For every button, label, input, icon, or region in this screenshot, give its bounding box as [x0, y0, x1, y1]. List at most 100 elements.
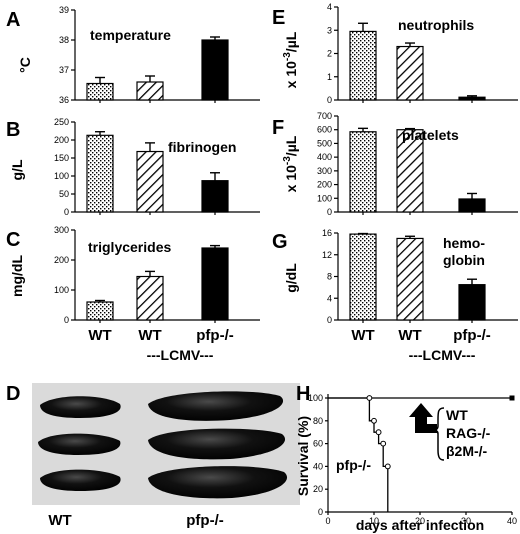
arrow-icon — [409, 403, 437, 433]
y-tick-label: 38 — [59, 35, 69, 45]
y-tick-label: 37 — [59, 65, 69, 75]
y-axis-label: mg/dL — [9, 255, 25, 297]
y-tick-label: 60 — [313, 439, 323, 449]
bar-b-1 — [86, 134, 114, 213]
legend-entry: WT — [446, 407, 468, 423]
y-tick-label: 0 — [327, 207, 332, 217]
y-tick-label: 600 — [317, 125, 332, 135]
y-tick-label: 1 — [327, 72, 332, 82]
x-tick-label: 0 — [325, 516, 330, 526]
bar-e-2 — [396, 45, 424, 101]
survival-point — [366, 395, 373, 401]
x-tick-label: 40 — [507, 516, 517, 526]
spleen-wt-2 — [38, 433, 121, 455]
legend-entry: β2M-/- — [446, 443, 488, 459]
y-axis-label: Survival (%) — [295, 416, 311, 496]
x-axis-label: days after infection — [356, 517, 484, 533]
category-label: WT — [351, 327, 374, 344]
y-tick-label: 250 — [54, 117, 69, 127]
panel-f: F 0 100 200 300 400 500 600 700 platelets x 10-3/µ… — [272, 111, 518, 217]
panel-label-a: A — [6, 9, 20, 31]
y-tick-label: 0 — [327, 95, 332, 105]
group-labels: ---LCMV--- ---LCMV--- — [147, 347, 476, 363]
bar-e-1 — [349, 30, 377, 101]
y-tick-label: 36 — [59, 95, 69, 105]
survival-point — [384, 463, 391, 470]
panel-h: H 0 20 40 60 80 100 0 10 20 30 40 pfp-/- WT RAG-/- β2M-… — [295, 383, 517, 533]
y-tick-label: 200 — [54, 255, 69, 265]
y-tick-label: 200 — [317, 180, 332, 190]
y-tick-label: 100 — [317, 193, 332, 203]
y-tick-label: 3 — [327, 25, 332, 35]
panel-label-h: H — [296, 383, 310, 405]
bar-g-2 — [396, 237, 424, 321]
panel-annotation: temperature — [90, 27, 171, 43]
panel-label-f: F — [272, 117, 284, 139]
y-tick-label: 400 — [317, 152, 332, 162]
category-label: pfp-/- — [196, 327, 233, 344]
legend-entry: RAG-/- — [446, 425, 491, 441]
spleen-pfp-1 — [148, 391, 284, 421]
bar-c-1 — [86, 301, 114, 321]
bar-f-1 — [349, 131, 377, 213]
panel-g: G 0 4 8 12 16 hemo-globin g/dL WT WT pfp-/- — [272, 228, 518, 344]
spleen-pfp-3 — [148, 466, 288, 499]
bar-e-3 — [458, 96, 486, 101]
y-tick-label: 0 — [318, 507, 323, 517]
group-label-left: ---LCMV--- — [147, 347, 214, 363]
bar-f-3 — [458, 198, 486, 213]
y-axis-label: °C — [17, 57, 33, 73]
spleen-wt-3 — [40, 469, 121, 491]
bar-b-2 — [136, 150, 164, 213]
category-label: WT — [88, 327, 111, 344]
bar-c-3 — [201, 247, 229, 321]
bar-a-1 — [86, 82, 114, 101]
y-tick-label: 0 — [64, 315, 69, 325]
panel-annotation: fibrinogen — [168, 139, 236, 155]
panel-annotation: triglycerides — [88, 239, 171, 255]
spleen-pfp-2 — [148, 428, 286, 460]
y-tick-label: 500 — [317, 138, 332, 148]
spleen-wt-1 — [40, 396, 121, 418]
category-label: WT — [398, 327, 421, 344]
panel-a: A 36 37 38 39 temperature °C — [6, 5, 260, 105]
panel-annotation: neutrophils — [398, 17, 474, 33]
y-tick-label: 0 — [64, 207, 69, 217]
spleen-pfp-group — [148, 391, 288, 499]
y-tick-label: 50 — [59, 189, 69, 199]
y-tick-label: 150 — [54, 153, 69, 163]
group-label-right: ---LCMV--- — [409, 347, 476, 363]
y-tick-label: 4 — [327, 2, 332, 12]
x-tick-label: 30 — [461, 516, 471, 526]
y-tick-label: 40 — [313, 461, 323, 471]
y-axis-label: x 10-3/µL — [282, 135, 299, 192]
panel-c: C 0 100 200 300 triglycerides mg/dL WT WT pfp-/- — [6, 225, 260, 344]
panel-label-c: C — [6, 229, 20, 251]
brace-icon — [432, 407, 445, 461]
bar-a-3 — [201, 39, 229, 101]
survival-point-controls — [509, 395, 515, 401]
survival-point — [371, 417, 377, 424]
y-tick-label: 200 — [54, 135, 69, 145]
y-tick-label: 20 — [313, 484, 323, 494]
panel-label-g: G — [272, 231, 288, 253]
survival-line-pfp — [328, 397, 389, 512]
panel-b: B 0 50 100 150 200 250 fibrinogen g/L — [6, 117, 260, 217]
bar-g-1 — [349, 233, 377, 321]
x-tick-label: 20 — [415, 516, 425, 526]
y-tick-label: 300 — [54, 225, 69, 235]
panel-label-e: E — [272, 7, 285, 29]
y-tick-label: 300 — [317, 166, 332, 176]
y-axis-label: g/L — [9, 159, 25, 180]
y-tick-label: 100 — [308, 393, 323, 403]
spleen-caption-wt: WT — [48, 512, 71, 529]
y-tick-label: 4 — [327, 293, 332, 303]
bar-g-3 — [458, 284, 486, 321]
panel-d: D WT pfp-/- — [6, 383, 300, 529]
y-tick-label: 39 — [59, 5, 69, 15]
spleen-wt-group — [38, 396, 121, 491]
panel-label-d: D — [6, 383, 20, 405]
y-tick-label: 2 — [327, 49, 332, 59]
survival-point — [380, 440, 387, 447]
